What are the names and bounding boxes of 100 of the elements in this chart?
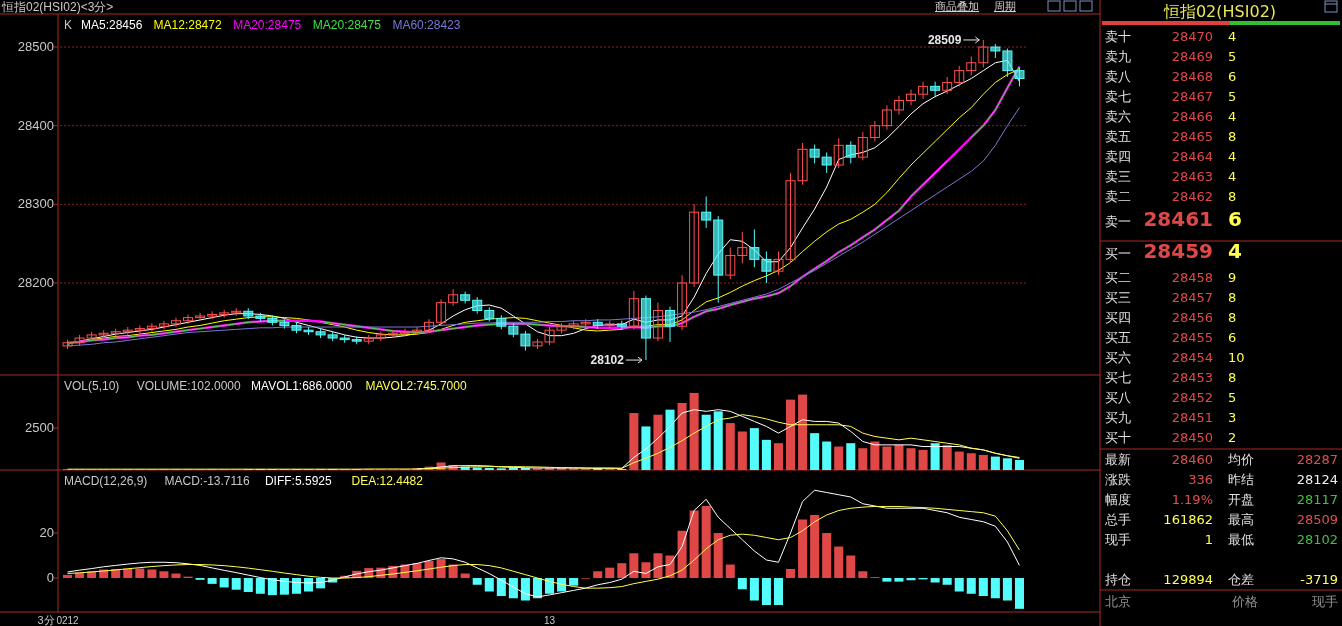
legend-title: K [64, 18, 73, 32]
text: 28117 [1296, 492, 1338, 507]
data-label: 8 [1228, 129, 1237, 144]
text: 129894 [1163, 572, 1213, 587]
annotation: MACD:-13.7116 [164, 474, 250, 488]
category-label: 买三 [1105, 290, 1131, 305]
text: 开盘 [1228, 492, 1254, 507]
category-label: 卖二 [1105, 189, 1131, 204]
data-label: 28470 [1171, 29, 1213, 44]
text: MA5:28456 [80, 18, 143, 32]
text: 价格 [1231, 594, 1258, 609]
text: 幅度 [1105, 492, 1131, 507]
data-label: 5 [1228, 390, 1237, 405]
data-label: 28455 [1171, 330, 1213, 345]
y-tick-label: 0 [46, 570, 54, 586]
category-label: 买七 [1105, 370, 1131, 385]
data-label: 4 [1228, 109, 1237, 124]
data-label: 28450 [1171, 430, 1213, 445]
text: 现手 [1312, 594, 1338, 609]
data-label: 5 [1228, 89, 1237, 104]
text: 最高 [1228, 512, 1254, 527]
legend-title: VOL(5,10) [64, 379, 120, 393]
y-tick-label: 20 [39, 525, 54, 541]
data-label: 28461 [1143, 207, 1213, 231]
data-label: 28459 [1143, 239, 1213, 263]
chart-title: 恒指02(HSI02)<3分> [1, 0, 114, 14]
text: MAVOL1:686.0000 [251, 379, 353, 393]
data-label: 4 [1228, 239, 1242, 263]
text: 涨跌 [1105, 472, 1131, 487]
text: 336 [1188, 472, 1213, 487]
data-label: 28451 [1171, 410, 1213, 425]
text: MA20:28475 [233, 18, 302, 32]
data-label: 4 [1228, 29, 1237, 44]
data-label: 28469 [1171, 49, 1213, 64]
y-tick-label: 28200 [17, 274, 54, 290]
annotation: VOLUME:102.0000 [136, 379, 242, 393]
text: MAVOL2:745.7000 [365, 379, 467, 393]
category-label: 买九 [1105, 410, 1131, 425]
data-label: 28463 [1171, 169, 1213, 184]
text: 仓差 [1228, 572, 1254, 587]
text: 28460 [1171, 452, 1213, 467]
data-label: 28468 [1171, 69, 1213, 84]
data-label: 28454 [1171, 350, 1213, 365]
text: 总手 [1104, 512, 1131, 527]
category-label: 卖九 [1105, 49, 1131, 64]
text: MA60:28423 [392, 18, 461, 32]
data-label: 8 [1228, 189, 1237, 204]
text: 28287 [1296, 452, 1338, 467]
data-label: 6 [1228, 330, 1237, 345]
text: 恒指02(HSI02) [1162, 2, 1277, 21]
category-label: 卖六 [1105, 109, 1131, 124]
text: 最低 [1228, 532, 1254, 547]
category-label: 卖三 [1105, 169, 1131, 184]
category-label: 买一 [1105, 246, 1131, 261]
data-label: 28457 [1171, 290, 1213, 305]
text: 最新 [1105, 452, 1131, 467]
y-tick-label: 28400 [17, 117, 54, 133]
data-label: 8 [1228, 290, 1237, 305]
legend-title: MACD(12,26,9) [64, 474, 148, 488]
text: MA12:28472 [153, 18, 222, 32]
category-label: 买五 [1105, 330, 1131, 345]
data-label: 28467 [1171, 89, 1213, 104]
category-label: 卖五 [1105, 129, 1131, 144]
data-label: 28465 [1171, 129, 1213, 144]
category-label: 买二 [1105, 270, 1131, 285]
category-label: 卖四 [1105, 149, 1131, 164]
text: 持仓 [1105, 572, 1131, 587]
text: MA20:28475 [312, 18, 382, 32]
x-tick-label: 0212 [56, 615, 80, 626]
data-label: 28452 [1171, 390, 1213, 405]
data-label: 3 [1228, 410, 1237, 425]
x-axis-title: 3分 [37, 614, 55, 626]
data-label: 2 [1228, 430, 1237, 445]
data-label: 6 [1228, 207, 1242, 231]
category-label: 卖一 [1105, 214, 1131, 229]
category-label: 买六 [1105, 350, 1131, 365]
category-label: 卖八 [1105, 69, 1131, 84]
text: DEA:12.4482 [351, 474, 424, 488]
text: 28124 [1296, 472, 1338, 487]
data-label: 28462 [1171, 189, 1213, 204]
data-label: 6 [1228, 69, 1237, 84]
y-tick-label: 2500 [25, 420, 54, 436]
text: 1 [1204, 532, 1213, 547]
text: 周期 [993, 0, 1016, 12]
text: 28102 [1296, 532, 1338, 547]
text: 均价 [1227, 452, 1254, 467]
text: 北京 [1105, 594, 1131, 609]
y-tick-label: 28300 [17, 196, 54, 212]
data-label: 5 [1228, 49, 1237, 64]
data-label: 4 [1228, 169, 1237, 184]
x-tick-label: 13 [543, 615, 556, 626]
text: DIFF:5.5925 [264, 474, 332, 488]
data-label: 9 [1228, 270, 1237, 285]
category-label: 卖十 [1105, 29, 1131, 44]
data-label: 28466 [1171, 109, 1213, 124]
text: -3719 [1300, 572, 1338, 587]
data-label: 28464 [1171, 149, 1213, 164]
annotation: 28102 [590, 353, 625, 368]
data-label: 28458 [1171, 270, 1213, 285]
text: 161862 [1163, 512, 1213, 527]
